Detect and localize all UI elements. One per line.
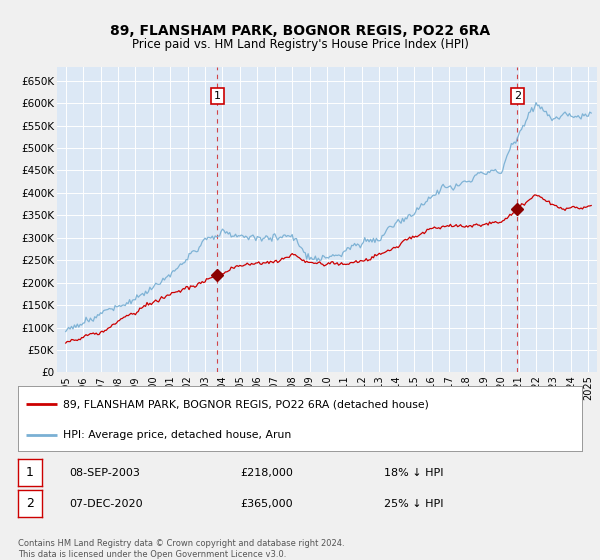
Text: 89, FLANSHAM PARK, BOGNOR REGIS, PO22 6RA: 89, FLANSHAM PARK, BOGNOR REGIS, PO22 6R…: [110, 24, 490, 38]
Text: 07-DEC-2020: 07-DEC-2020: [69, 499, 143, 509]
Text: £218,000: £218,000: [240, 468, 293, 478]
Text: 18% ↓ HPI: 18% ↓ HPI: [384, 468, 443, 478]
Text: Price paid vs. HM Land Registry's House Price Index (HPI): Price paid vs. HM Land Registry's House …: [131, 38, 469, 52]
Text: 89, FLANSHAM PARK, BOGNOR REGIS, PO22 6RA (detached house): 89, FLANSHAM PARK, BOGNOR REGIS, PO22 6R…: [63, 399, 429, 409]
Text: 25% ↓ HPI: 25% ↓ HPI: [384, 499, 443, 509]
Text: 1: 1: [214, 91, 221, 101]
Text: 08-SEP-2003: 08-SEP-2003: [69, 468, 140, 478]
Text: HPI: Average price, detached house, Arun: HPI: Average price, detached house, Arun: [63, 430, 292, 440]
Text: £365,000: £365,000: [240, 499, 293, 509]
Text: 2: 2: [26, 497, 34, 510]
Text: 1: 1: [26, 466, 34, 479]
Text: Contains HM Land Registry data © Crown copyright and database right 2024.
This d: Contains HM Land Registry data © Crown c…: [18, 539, 344, 559]
Text: 2: 2: [514, 91, 521, 101]
